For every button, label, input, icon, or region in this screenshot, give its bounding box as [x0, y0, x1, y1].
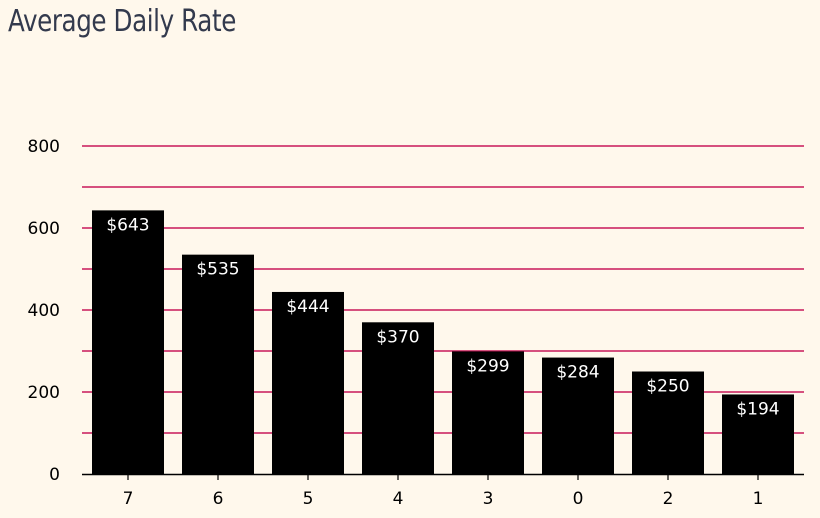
y-tick-label: 400: [28, 301, 60, 321]
bar-7: [92, 210, 164, 474]
x-tick-label: 7: [123, 489, 134, 509]
bar-1: [722, 394, 794, 474]
bar-value-label: $284: [556, 363, 599, 383]
y-tick-label: 0: [49, 465, 60, 485]
bar-value-label: $643: [106, 215, 149, 235]
y-tick-label: 800: [28, 137, 60, 157]
bar-5: [272, 291, 344, 474]
chart-title: Average Daily Rate: [8, 4, 236, 39]
y-tick-label: 200: [28, 383, 60, 403]
bar-4: [362, 322, 434, 474]
x-tick-label: 1: [753, 489, 764, 509]
bar-value-label: $444: [286, 297, 329, 317]
y-tick-label: 600: [28, 219, 60, 239]
x-tick-label: 6: [213, 489, 224, 509]
bar-3: [452, 351, 524, 474]
x-tick-label: 0: [573, 489, 584, 509]
x-tick-label: 4: [393, 489, 404, 509]
bar-value-label: $299: [466, 356, 509, 376]
bars: $643 $535 $444 $370 $299 $284 $250 $194: [92, 210, 794, 474]
bar-0: [542, 357, 614, 474]
x-tick-label: 3: [483, 489, 494, 509]
x-tick-label: 2: [663, 489, 674, 509]
bar-2: [632, 371, 704, 474]
bar-value-label: $194: [736, 399, 779, 419]
x-axis: 7 6 5 4 3 0 2 1: [82, 473, 804, 509]
y-axis: 0 200 400 600 800: [28, 137, 60, 485]
bar-value-label: $250: [646, 377, 689, 397]
bar-6: [182, 254, 254, 474]
bar-value-label: $370: [376, 327, 419, 347]
x-tick-label: 5: [303, 489, 314, 509]
bar-value-label: $535: [196, 260, 239, 280]
